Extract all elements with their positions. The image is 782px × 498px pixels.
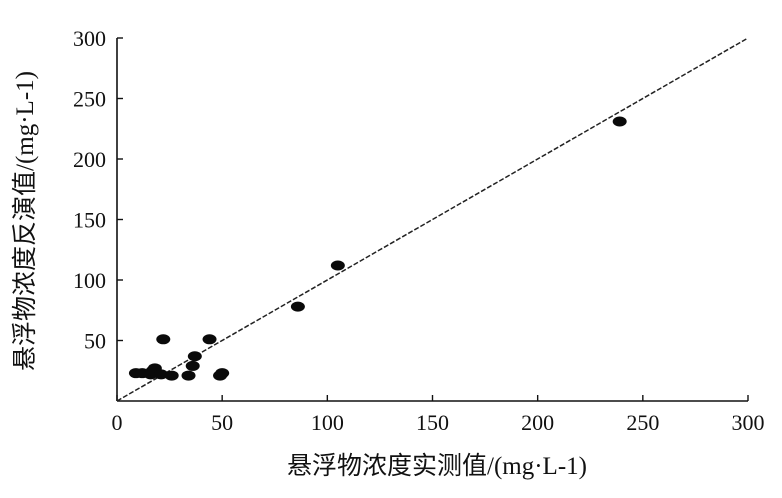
y-tick-label: 150 (73, 208, 106, 233)
y-tick-label: 200 (73, 147, 106, 172)
x-tick-label: 250 (626, 410, 659, 435)
data-point (185, 360, 200, 371)
data-point (187, 351, 202, 362)
y-tick-label: 100 (73, 268, 106, 293)
x-tick-label: 50 (211, 410, 233, 435)
plot-area: 0 50 100 150 200 250 300 50 100 150 200 250 300 (73, 26, 765, 435)
x-tick-label: 100 (311, 410, 344, 435)
y-axis-title: 悬浮物浓度反演值/(mg·L-1) (11, 71, 39, 371)
data-point (154, 369, 169, 380)
data-point (164, 370, 179, 381)
x-axis-title: 悬浮物浓度实测值/(mg·L-1) (287, 452, 587, 480)
data-point (290, 301, 305, 312)
x-tick-label: 0 (112, 410, 123, 435)
x-tick-label: 150 (416, 410, 449, 435)
data-point (156, 334, 171, 345)
y-tick-label: 50 (84, 329, 106, 354)
data-point (612, 116, 627, 127)
data-point (330, 260, 345, 271)
x-tick-label: 300 (732, 410, 765, 435)
reference-line (116, 37, 749, 402)
data-point (181, 370, 196, 381)
data-point (202, 334, 217, 345)
x-tick-label: 200 (521, 410, 554, 435)
y-tick-label: 250 (73, 87, 106, 112)
y-tick-label: 300 (73, 26, 106, 51)
data-point (215, 368, 230, 379)
